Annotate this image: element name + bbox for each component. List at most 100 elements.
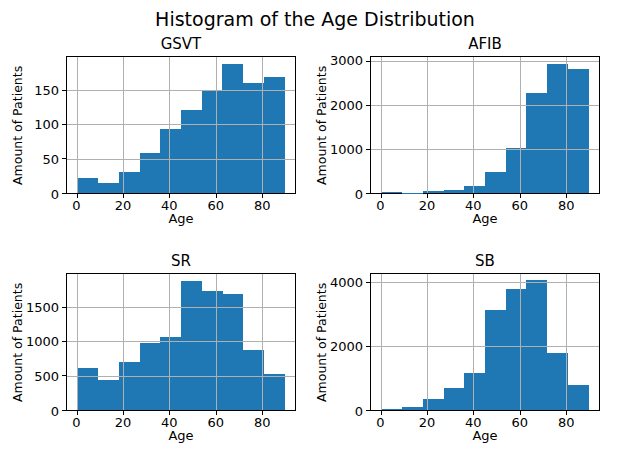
gridline-vertical: [520, 57, 521, 193]
histogram-bar: [181, 281, 202, 410]
x-tick-label: 40: [465, 416, 482, 429]
histogram-bar: [119, 172, 140, 193]
y-tick-mark: [62, 375, 66, 376]
subplot-title: GSVT: [66, 35, 296, 56]
histogram-bar: [402, 407, 423, 410]
y-axis-label: Amount of Patients: [10, 56, 26, 194]
plot-area: [370, 56, 600, 194]
x-tick-label: 40: [465, 199, 482, 212]
x-tick-label: 0: [376, 416, 384, 429]
y-tick-label: 3000: [330, 54, 363, 67]
histogram-bar: [423, 399, 444, 410]
x-tick-labels: 020406080: [66, 411, 296, 428]
gridline-vertical: [520, 274, 521, 410]
histogram-bar: [77, 178, 98, 193]
histogram-bar: [464, 186, 485, 193]
y-tick-mark: [366, 346, 370, 347]
y-tick-label: 0: [51, 188, 59, 201]
y-axis-label: Amount of Patients: [314, 273, 330, 411]
histogram-bar: [506, 148, 527, 193]
y-tick-label: 1000: [330, 143, 363, 156]
x-tick-label: 0: [72, 199, 80, 212]
x-axis-label: Age: [66, 428, 296, 445]
histogram-bar: [119, 362, 140, 410]
x-axis-label: Age: [370, 211, 600, 228]
gridline-horizontal: [67, 376, 295, 377]
x-tick-label: 80: [558, 199, 575, 212]
x-tick-label: 0: [376, 199, 384, 212]
histogram-bar: [264, 374, 285, 410]
y-axis-label: Amount of Patients: [314, 56, 330, 194]
gridline-horizontal: [67, 307, 295, 308]
subplot-sr: SR Amount of Patients 050010001500 02040…: [10, 252, 314, 447]
y-tick-labels: 050010001500: [26, 273, 66, 411]
x-tick-labels: 0 20 40 60 80: [370, 194, 600, 211]
gridline-horizontal: [371, 105, 599, 106]
y-tick-label: 50: [42, 153, 59, 166]
x-tick-label: 20: [115, 199, 132, 212]
y-tick-mark: [366, 105, 370, 106]
figure-title: Histogram of the Age Distribution: [0, 0, 630, 33]
gridline-vertical: [427, 57, 428, 193]
y-tick-label: 150: [34, 83, 59, 96]
histogram-bar: [485, 310, 506, 410]
gridline-horizontal: [67, 124, 295, 125]
y-tick-labels: 0100020003000: [330, 56, 370, 194]
plot-area: [370, 273, 600, 411]
x-tick-label: 40: [161, 199, 178, 212]
y-tick-mark: [62, 124, 66, 125]
subplot-title: SB: [370, 252, 600, 273]
x-tick-label: 60: [512, 199, 529, 212]
figure: Histogram of the Age Distribution GSVT A…: [0, 0, 630, 475]
histogram-bar: [222, 294, 243, 410]
y-tick-labels: 020004000: [330, 273, 370, 411]
histogram-bar: [568, 385, 589, 410]
plot-area: [66, 56, 296, 194]
x-tick-label: 20: [115, 416, 132, 429]
x-tick-label: 80: [254, 416, 271, 429]
histogram-bar: [444, 190, 465, 193]
x-tick-label: 60: [208, 199, 225, 212]
subplot-title: AFIB: [370, 35, 600, 56]
y-tick-mark: [62, 90, 66, 91]
histogram-bar: [77, 368, 98, 410]
histogram-bar: [568, 69, 589, 193]
histogram-bar: [160, 337, 181, 410]
subplot-afib: AFIB Amount of Patients 0100020003000 0 2…: [314, 35, 618, 230]
gridline-horizontal: [371, 346, 599, 347]
gridline-vertical: [473, 274, 474, 410]
y-axis-label: Amount of Patients: [10, 273, 26, 411]
histogram-bar: [202, 291, 223, 410]
x-tick-label: 60: [208, 416, 225, 429]
x-tick-labels: 020406080: [66, 194, 296, 211]
y-tick-label: 100: [34, 118, 59, 131]
x-axis-label: Age: [66, 211, 296, 228]
plot-area: [66, 273, 296, 411]
x-tick-label: 20: [419, 199, 436, 212]
histogram-bar: [160, 129, 181, 193]
histogram-bar: [526, 93, 547, 193]
x-tick-label: 20: [419, 416, 436, 429]
gridline-horizontal: [371, 149, 599, 150]
histogram-bar: [381, 409, 402, 410]
gridline-vertical: [381, 274, 382, 410]
gridline-horizontal: [371, 61, 599, 62]
gridline-vertical: [566, 274, 567, 410]
histogram-bar: [98, 183, 119, 193]
x-axis-label: Age: [370, 428, 600, 445]
y-tick-mark: [366, 149, 370, 150]
subplot-title: SR: [66, 252, 296, 273]
x-tick-label: 60: [512, 416, 529, 429]
x-tick-labels: 020406080: [370, 411, 600, 428]
y-tick-label: 4000: [330, 275, 363, 288]
y-tick-label: 500: [34, 370, 59, 383]
histogram-bar: [264, 77, 285, 193]
x-tick-label: 0: [72, 416, 80, 429]
y-tick-mark: [62, 307, 66, 308]
gridline-horizontal: [67, 90, 295, 91]
histogram-bar: [381, 192, 402, 193]
gridline-vertical: [473, 57, 474, 193]
histogram-bar: [464, 373, 485, 410]
histogram-bar: [423, 191, 444, 193]
histogram-bar: [181, 110, 202, 193]
